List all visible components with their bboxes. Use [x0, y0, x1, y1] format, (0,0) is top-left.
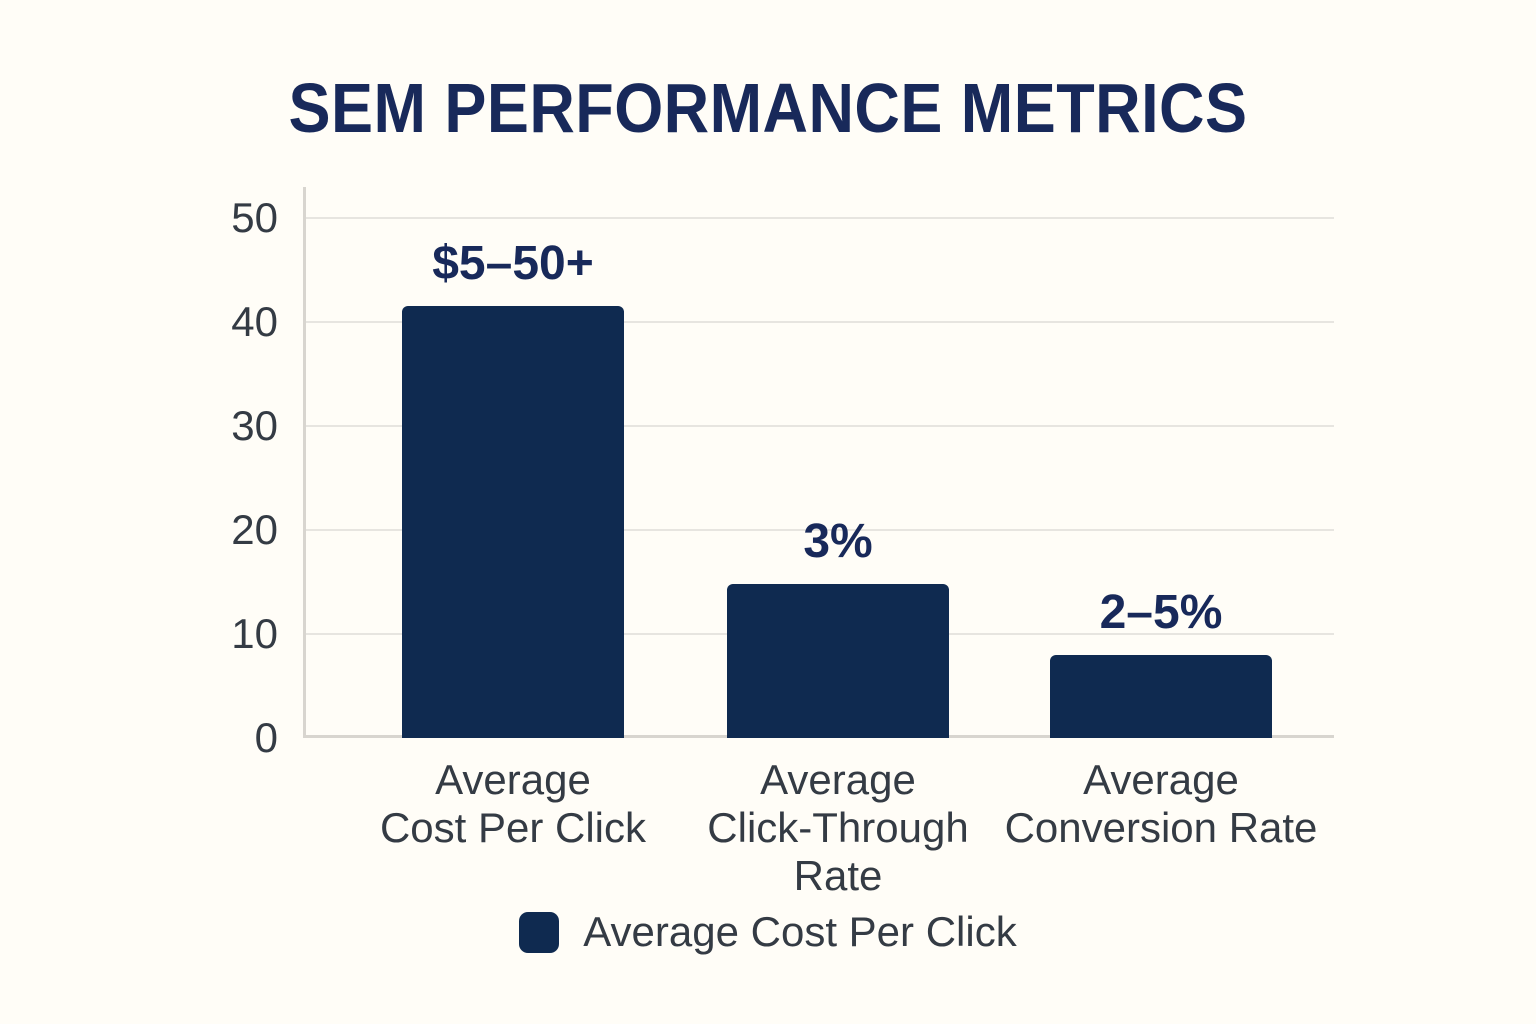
gridline: [303, 217, 1334, 219]
gridline: [303, 529, 1334, 531]
bar: [402, 306, 624, 738]
bar: [1050, 655, 1272, 738]
legend-swatch: [519, 911, 560, 953]
y-axis-tick-label: 40: [231, 298, 278, 345]
x-category-label: Average Click-Through Rate: [707, 756, 969, 899]
y-axis-tick-label: 50: [231, 194, 278, 241]
y-axis-tick-label: 10: [231, 610, 278, 657]
gridline: [303, 321, 1334, 323]
legend: Average Cost Per Click: [0, 908, 1536, 956]
y-axis-tick-label: 30: [231, 402, 278, 449]
bar-value-label: $5–50+: [432, 237, 594, 290]
bar-value-label: 2–5%: [1099, 586, 1223, 639]
y-axis-tick-label: 20: [231, 506, 278, 553]
legend-label: Average Cost Per Click: [583, 908, 1017, 955]
x-category-label: Average Cost Per Click: [379, 756, 647, 851]
bar-value-label: 3%: [803, 515, 873, 568]
x-category-label: Average Conversion Rate: [1004, 756, 1318, 851]
bar: [727, 584, 949, 738]
y-axis-tick-label: 0: [254, 714, 278, 761]
chart-title: SEM PERFORMANCE METRICS: [288, 69, 1248, 147]
gridline: [303, 425, 1334, 427]
y-axis-line: [303, 187, 306, 738]
